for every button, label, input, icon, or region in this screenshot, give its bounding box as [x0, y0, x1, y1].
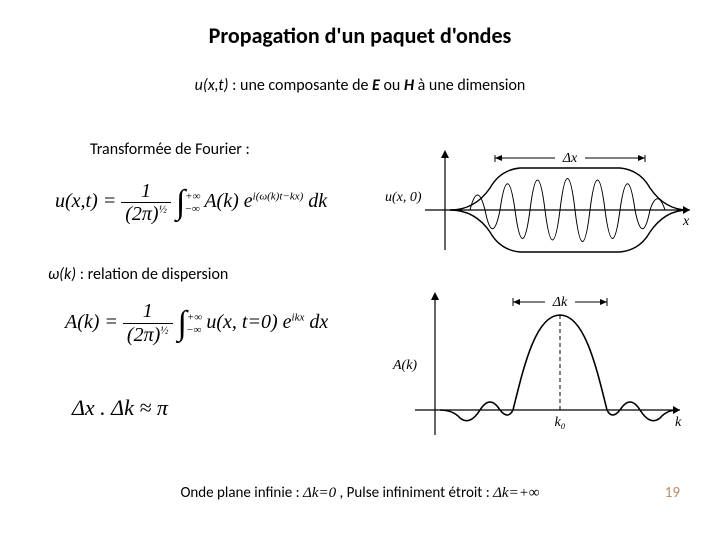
bt1: Onde plane infinie :	[180, 484, 303, 502]
integral-icon: ∫	[176, 184, 185, 221]
subtitle: u(x,t) : une composante de E ou H à une …	[0, 76, 720, 95]
equation-u: u(x,t) = 1 (2π)½ ∫+∞−∞ A(k) ei(ω(k)t−kx)…	[55, 180, 327, 225]
u-axis-label: u(x, 0)	[385, 190, 422, 206]
eq2-intlow: −∞	[186, 324, 201, 336]
bv2: Δk=+∞	[493, 485, 539, 501]
x-axis-label: x	[682, 214, 690, 229]
eq1-fraction: 1 (2π)½	[121, 180, 171, 225]
eq1-num: 1	[121, 180, 171, 203]
E-symbol: E	[372, 76, 380, 95]
eq1-dk: dk	[303, 190, 327, 212]
page-number: 19	[665, 484, 680, 502]
dispersion-label: ω(k) : relation de dispersion	[48, 265, 228, 284]
eq1-den: (2π)½	[121, 203, 171, 225]
eq2-lhs: A(k) =	[65, 311, 123, 333]
k-axis-label: k	[675, 415, 682, 430]
k0-label: k₀	[554, 415, 565, 430]
wavepacket-diagram: Δx x u(x, 0)	[400, 140, 700, 255]
eq1-exp: i(ω(k)t−kx)	[253, 190, 304, 202]
eq1-lhs: u(x,t) =	[55, 190, 121, 212]
wk-symbol: ω(k)	[48, 265, 76, 284]
eq1-intup: +∞	[185, 190, 200, 202]
uxt-symbol: u(x,t)	[195, 76, 229, 95]
eq2-integrand: u(x, t=0) e	[206, 311, 291, 333]
eq1-intlow: −∞	[184, 203, 199, 215]
bt2: , Pulse infiniment étroit :	[336, 484, 493, 502]
spectrum-diagram: Δk k₀ k A(k)	[395, 280, 690, 445]
uncertainty-relation: Δx . Δk ≈ π	[72, 395, 168, 421]
subtitle-mid: : une composante de	[229, 76, 373, 95]
eq2-fraction: 1 (2π)½	[123, 300, 173, 347]
integral-icon: ∫	[178, 305, 187, 343]
H-symbol: H	[404, 76, 414, 95]
eq2-intup: +∞	[187, 311, 202, 323]
eq2-dx: dx	[304, 311, 328, 333]
eq2-num: 1	[123, 300, 173, 324]
dx-label: Δx	[562, 151, 578, 166]
subtitle-ou: ou	[380, 76, 404, 95]
subtitle-tail: à une dimension	[414, 76, 525, 95]
eq2-exp: ikx	[292, 311, 305, 323]
eq1-integrand: A(k) e	[204, 190, 252, 212]
eq2-den: (2π)½	[123, 324, 173, 347]
bottom-text: Onde plane infinie : Δk=0 , Pulse infini…	[0, 484, 720, 502]
fourier-label: Transformée de Fourier :	[90, 140, 250, 159]
slide-title: Propagation d'un paquet d'ondes	[0, 22, 720, 49]
dk-label: Δk	[552, 295, 568, 310]
dispersion-text: : relation de dispersion	[76, 265, 228, 284]
A-axis-label: A(k)	[393, 358, 417, 374]
bv1: Δk=0	[303, 485, 336, 501]
equation-A: A(k) = 1 (2π)½ ∫+∞−∞ u(x, t=0) eikx dx	[65, 300, 328, 347]
